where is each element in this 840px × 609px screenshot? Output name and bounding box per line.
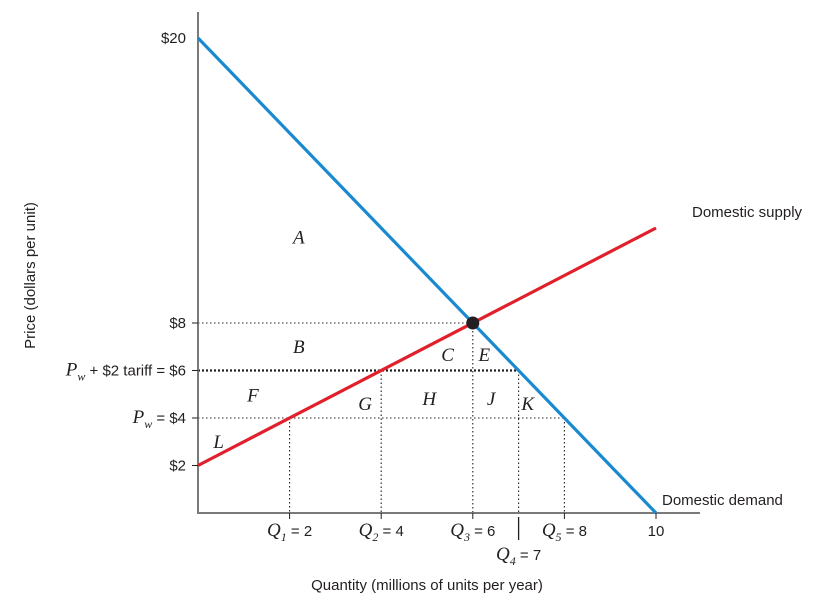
x-axis-title: Quantity (millions of units per year) — [311, 577, 543, 594]
area-label-k: K — [520, 394, 535, 415]
y-tick-label: Pw = $4 — [132, 407, 186, 431]
x-tick-label: Q3 = 6 — [450, 520, 495, 544]
area-label-e: E — [477, 345, 490, 366]
area-label-c: C — [441, 345, 454, 366]
area-label-g: G — [358, 394, 372, 415]
supply-label: Domestic supply — [692, 204, 803, 221]
x-tick-label: 10 — [648, 523, 665, 540]
demand-label: Domestic demand — [662, 492, 783, 509]
x-tick-label: Q2 = 4 — [359, 520, 404, 544]
demand-curve — [196, 36, 658, 515]
y-tick-label: $8 — [169, 315, 186, 332]
area-label-b: B — [293, 337, 305, 358]
area-label-f: F — [246, 385, 259, 406]
labels: $20 $8 Pw + $2 tariff = $6 Pw = $4 $2 Q1 = 2 Q… — [22, 30, 803, 594]
axes — [192, 12, 700, 540]
area-label-j: J — [487, 389, 497, 410]
x-tick-label-q4: Q4 = 7 — [496, 544, 541, 568]
x-tick-label: Q1 = 2 — [267, 520, 312, 544]
equilibrium-point — [466, 316, 480, 330]
y-tick-label: $20 — [161, 30, 186, 47]
y-tick-label: Pw + $2 tariff = $6 — [65, 360, 186, 384]
y-tick-label: $2 — [169, 458, 186, 475]
supply-curve — [197, 226, 657, 467]
area-label-h: H — [421, 389, 437, 410]
area-label-a: A — [291, 228, 305, 249]
x-tick-label: Q5 = 8 — [542, 520, 587, 544]
curves — [196, 36, 658, 515]
reference-lines — [198, 322, 565, 513]
y-axis-title: Price (dollars per unit) — [22, 202, 39, 349]
area-label-l: L — [212, 432, 224, 453]
